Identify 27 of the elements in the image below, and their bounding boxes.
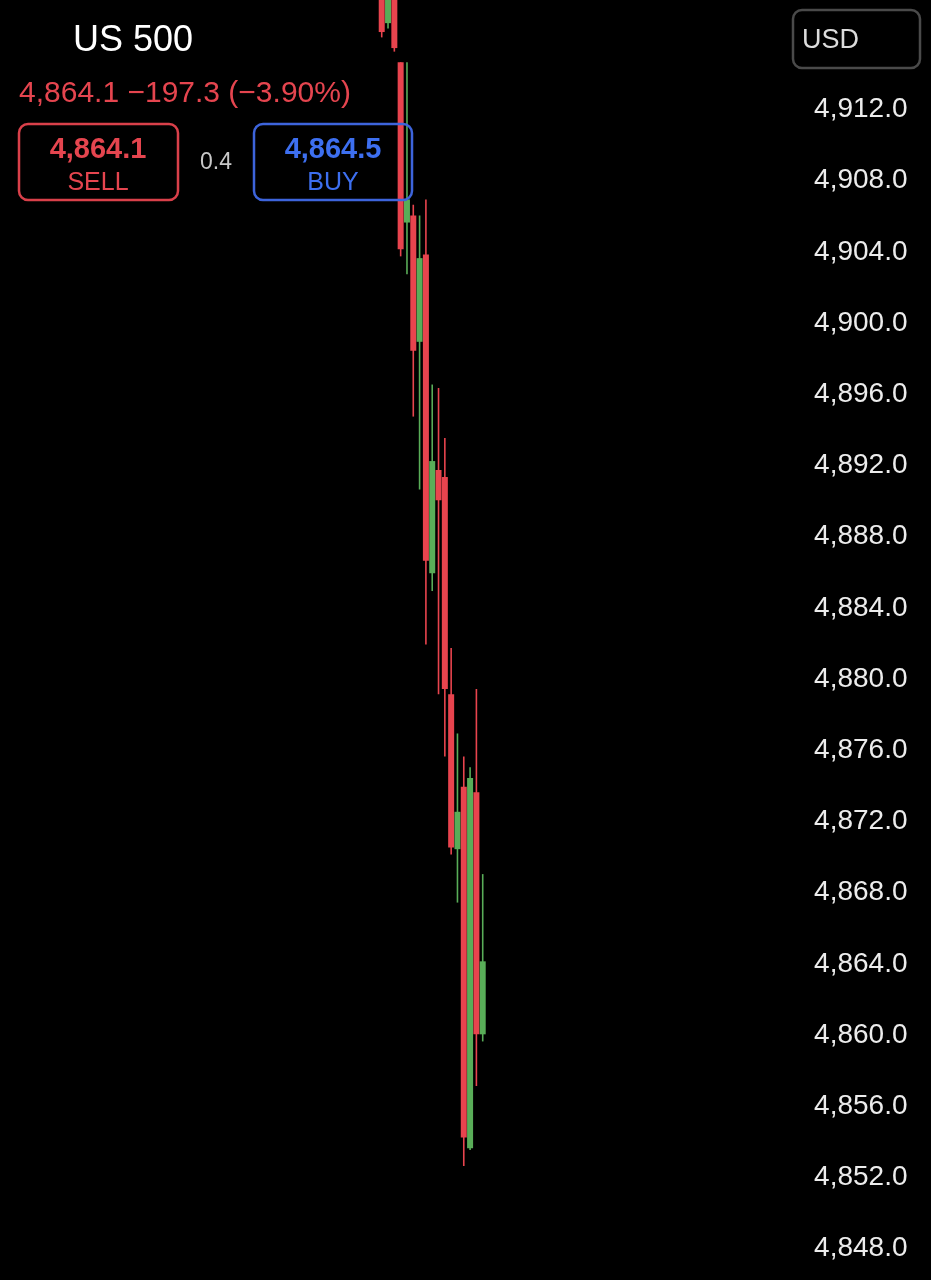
y-tick-label: 4,900.0 bbox=[814, 305, 908, 337]
y-tick-label: 4,880.0 bbox=[814, 661, 908, 693]
y-tick-label: 4,860.0 bbox=[814, 1017, 908, 1049]
candlestick bbox=[385, 0, 392, 30]
annotation: BUY bbox=[307, 167, 360, 195]
y-tick-label: 4,908.0 bbox=[814, 163, 908, 195]
y-tick-label: 4,868.0 bbox=[814, 875, 908, 907]
annotation: 4,864.5 bbox=[284, 132, 382, 164]
y-tick-label: 4,876.0 bbox=[814, 732, 908, 764]
annotation: SELL bbox=[67, 167, 129, 195]
y-tick-label: 4,856.0 bbox=[814, 1089, 908, 1121]
y-tick-label: 4,904.0 bbox=[814, 234, 908, 266]
y-tick-label: 4,912.0 bbox=[814, 92, 908, 124]
y-tick-label: 4,864.0 bbox=[814, 946, 908, 978]
candlestick bbox=[403, 61, 410, 275]
text: USD bbox=[802, 24, 860, 54]
y-tick-label: 4,884.0 bbox=[814, 590, 908, 622]
y-tick-label: 4,892.0 bbox=[814, 448, 908, 480]
annotation: 4,864.1 bbox=[49, 132, 147, 164]
y-tick-label: 4,848.0 bbox=[814, 1231, 908, 1263]
y-tick-label: 4,852.0 bbox=[814, 1160, 908, 1192]
text: 4,864.1 −197.3 (−3.90%) bbox=[19, 75, 351, 108]
text: US 500 bbox=[73, 18, 194, 59]
y-tick-label: 4,872.0 bbox=[814, 804, 908, 836]
y-tick-label: 4,896.0 bbox=[814, 376, 908, 408]
annotation: 0.4 bbox=[200, 148, 233, 174]
y-tick-label: 4,888.0 bbox=[814, 519, 908, 551]
